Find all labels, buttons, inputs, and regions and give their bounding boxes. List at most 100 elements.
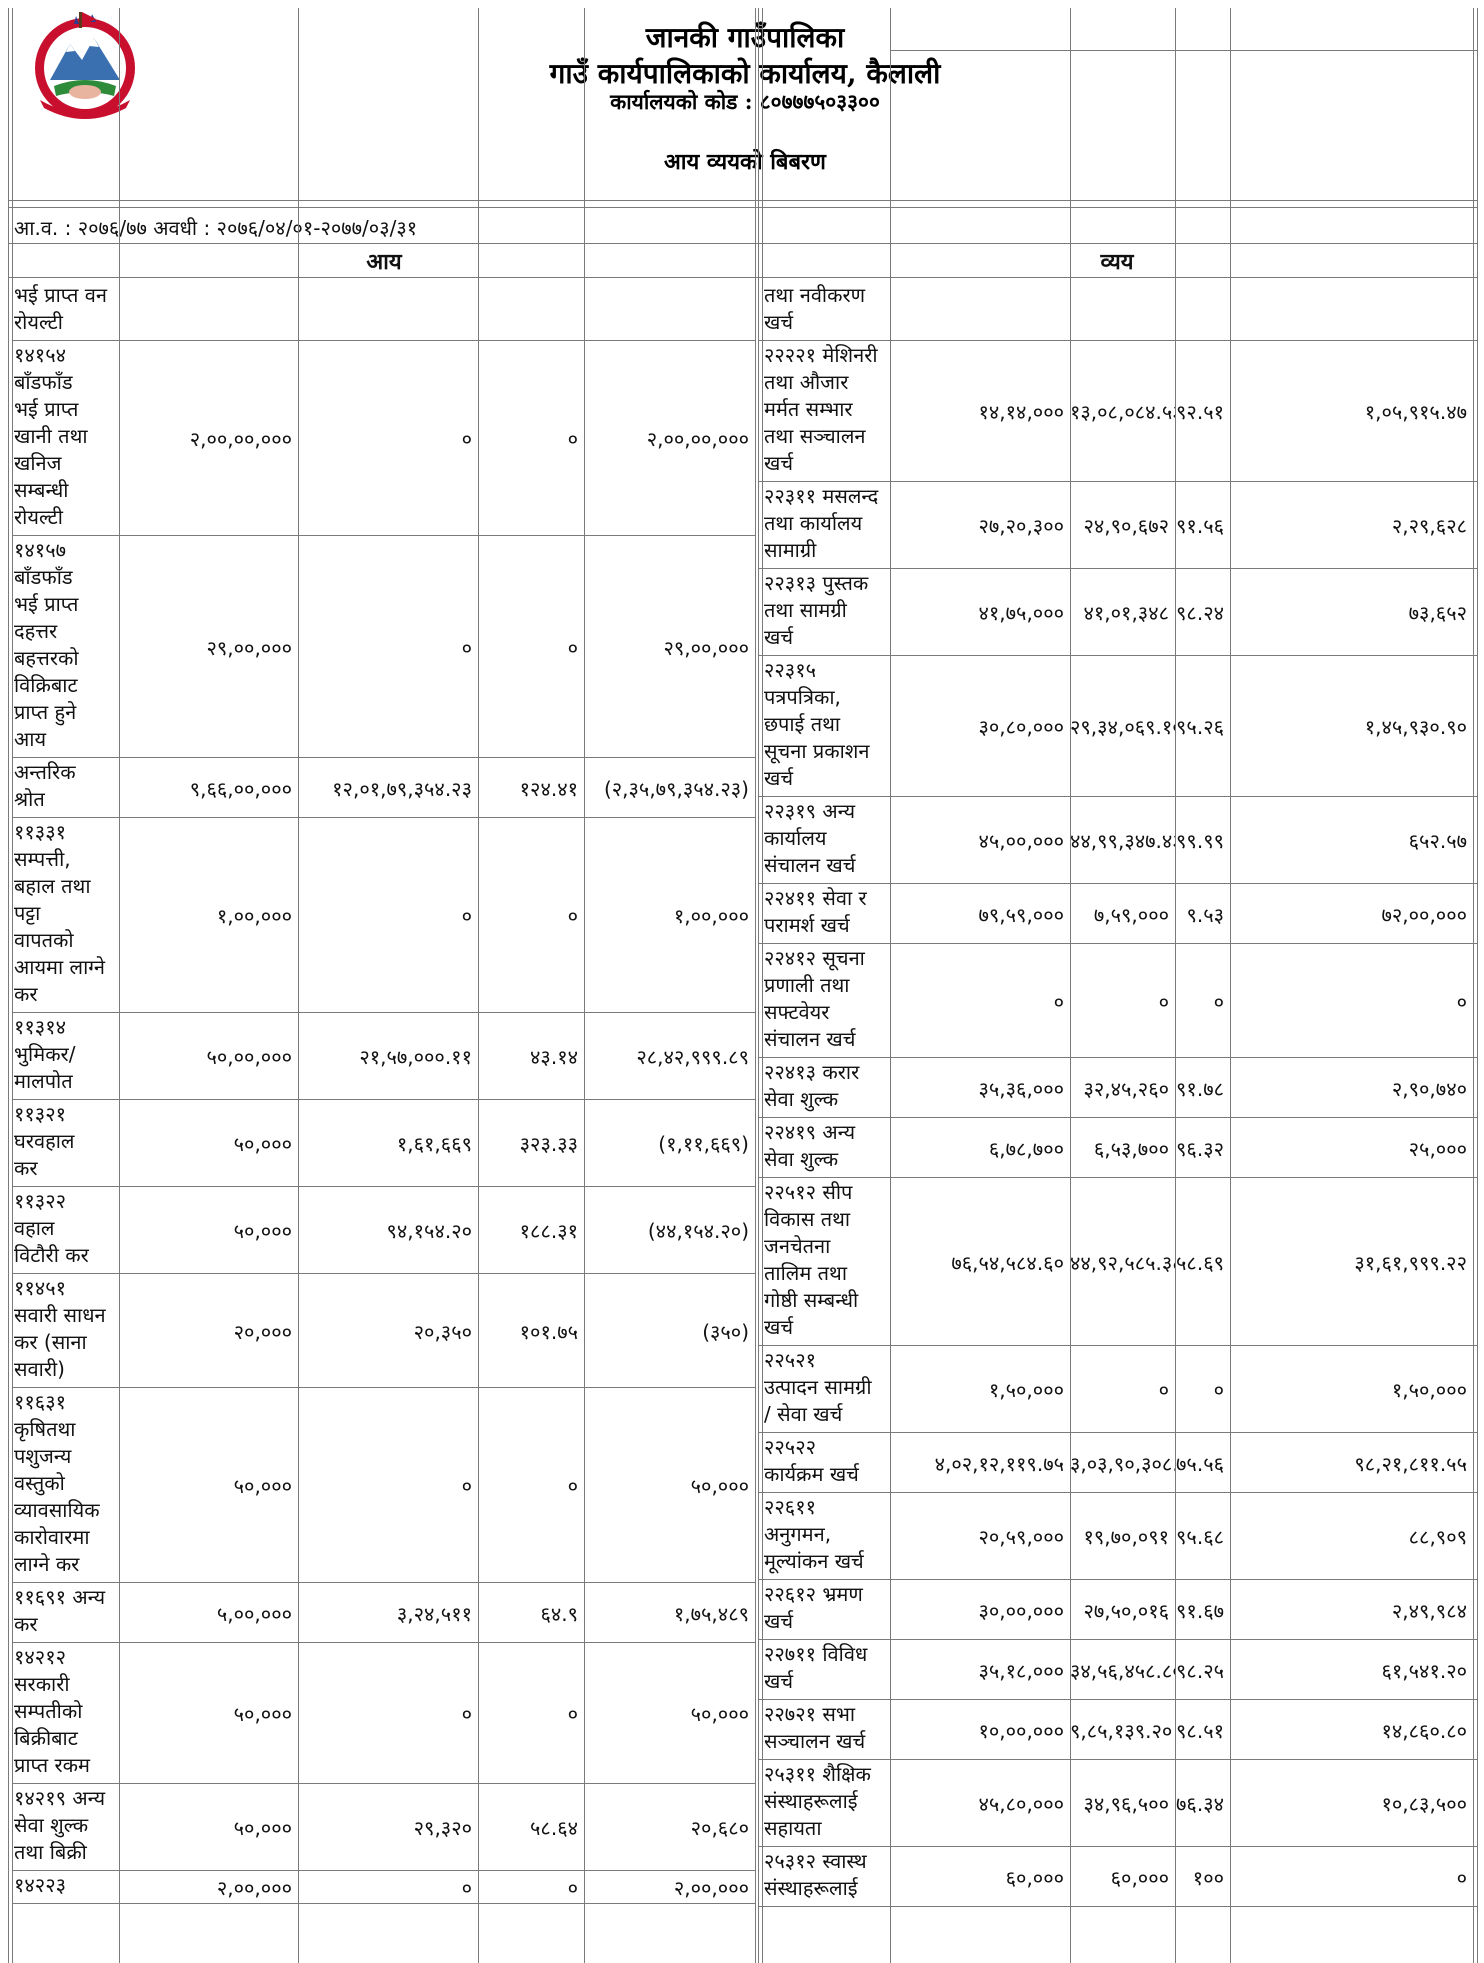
expense-row-label: २२५२२ कार्यक्रम खर्च — [764, 1435, 859, 1486]
grid-column-line — [1230, 8, 1231, 1963]
grid-row-line — [758, 1639, 1477, 1640]
income-row-v1: ९,६६,००,००० — [189, 776, 292, 801]
income-row-v2: ० — [461, 635, 472, 660]
expense-row-label: २२७११ विविध खर्च — [764, 1642, 868, 1693]
expense-row-v3: १०० — [1192, 1865, 1224, 1890]
expense-row-v2: ६०,००० — [1110, 1865, 1169, 1890]
income-row-v1: २९,००,००० — [206, 635, 292, 660]
expense-row-v4: ८८,९०९ — [1408, 1525, 1467, 1549]
expense-row-v3: ५८.६९ — [1176, 1250, 1224, 1275]
expense-row-v4: १,०५,९१५.४७ — [1364, 400, 1467, 424]
income-row-v2: २१,५७,०००.११ — [359, 1045, 472, 1069]
income-row-v4: २९,००,००० — [663, 635, 749, 660]
expense-row-v4: २,४९,९८४ — [1391, 1598, 1467, 1623]
income-row-label: १४१५७ बाँडफाँड भई प्राप्त दहत्तर बहत्तरक… — [14, 538, 79, 751]
grid-column-line — [890, 8, 891, 1963]
income-row-label: १४२१२ सरकारी सम्पतीको बिक्रीबाट प्राप्त … — [14, 1645, 90, 1777]
expense-row-v3 — [1175, 299, 1230, 326]
income-row-v4: (४४,१५४.२०) — [647, 1219, 749, 1243]
grid-column-line — [1473, 8, 1474, 1963]
grid-column-line — [1477, 8, 1478, 1963]
grid-row-line — [758, 1846, 1477, 1847]
grid-row-line — [758, 796, 1477, 797]
income-row-v4: १,००,००० — [673, 904, 749, 928]
income-row-v4: ५०,००० — [690, 1702, 749, 1726]
expense-row-label: २२६११ अनुगमन, मूल्यांकन खर्च — [764, 1495, 864, 1573]
income-row-v2: २९,३२० — [413, 1816, 472, 1840]
grid-row-line — [12, 535, 755, 536]
grid-row-line — [12, 340, 755, 341]
expense-row-v1: ३५,३६,००० — [978, 1076, 1064, 1101]
grid-row-line — [758, 1432, 1477, 1433]
grid-row-line — [758, 481, 1477, 482]
income-row-v4: २०,६८० — [690, 1816, 749, 1840]
statement-title: आय व्ययको बिबरण — [664, 149, 826, 175]
expense-row-v1: ४५,००,००० — [978, 829, 1064, 853]
expense-row-v2: ७,५९,००० — [1093, 902, 1169, 927]
grid-column-line — [119, 8, 120, 1963]
expense-row-label: २२३१३ पुस्तक तथा सामग्री खर्च — [764, 571, 869, 649]
expense-row-label: २५३१२ स्वास्थ संस्थाहरूलाई — [764, 1849, 867, 1900]
income-row-v4: २,००,००,००० — [646, 427, 749, 451]
municipality-name: जानकी गाउँपालिका — [645, 21, 845, 54]
expense-row-v2: ९,८५,१३९.२० — [1070, 1718, 1173, 1743]
expense-row-v3: ० — [1213, 989, 1224, 1014]
income-row-v2 — [298, 299, 478, 326]
expense-row-v1: २७,२०,३०० — [978, 514, 1064, 538]
income-row-v4 — [584, 299, 755, 326]
grid-row-line — [758, 1906, 1477, 1907]
expense-row-v3: ९१.७८ — [1176, 1076, 1224, 1101]
income-row-v4: ५०,००० — [690, 1474, 749, 1498]
fiscal-period: आ.व. : २०७६/७७ अवधी : २०७६/०४/०१-२०७७/०३… — [14, 216, 418, 240]
income-row-label: भई प्राप्त वन रोयल्टी — [14, 283, 107, 334]
grid-row-line — [12, 1870, 755, 1871]
expense-row-label: २२४१२ सूचना प्रणाली तथा सफ्टवेयर संचालन … — [764, 946, 865, 1051]
grid-row-line — [758, 1057, 1477, 1058]
grid-row-line — [8, 243, 1477, 244]
expense-row-v2 — [1070, 299, 1175, 326]
office-name: गाउँ कार्यपालिकाको कार्यालय, कैलाली — [549, 57, 941, 90]
income-row-v4: (१,११,६६९) — [658, 1132, 749, 1156]
income-heading: आय — [366, 250, 402, 275]
grid-row-line — [758, 1759, 1477, 1760]
grid-row-line — [758, 1699, 1477, 1700]
expense-row-v3: ९१.५६ — [1176, 514, 1224, 538]
expense-row-v2: २७,५०,०१६ — [1083, 1598, 1169, 1623]
expense-row-v3: ९.५३ — [1186, 902, 1224, 927]
expense-row-v4: १४,८६०.८० — [1381, 1718, 1467, 1743]
income-row-v1: ५०,००,००० — [206, 1045, 292, 1069]
grid-row-line — [8, 200, 1477, 201]
expense-row-v1: १,५०,००० — [988, 1378, 1064, 1402]
expense-row-v4: १,५०,००० — [1391, 1378, 1467, 1402]
expense-row-v3: ९५.२६ — [1176, 715, 1224, 739]
income-row-v3: १२४.४१ — [519, 776, 578, 801]
income-row-v1: ५०,००० — [233, 1219, 292, 1243]
expense-row-v1: ७९,५९,००० — [978, 902, 1064, 927]
income-row-label: १४२१९ अन्य सेवा शुल्क तथा बिक्री — [14, 1786, 106, 1864]
grid-column-line — [8, 8, 9, 1963]
income-row-v1 — [119, 299, 298, 326]
expense-row-v3: ९८.२४ — [1176, 601, 1224, 625]
expense-row-v1: ३०,८०,००० — [978, 715, 1064, 739]
expense-row-v1: ४,०२,१२,११९.७५ — [934, 1451, 1064, 1476]
grid-column-line — [1175, 8, 1176, 1963]
grid-row-line — [758, 1345, 1477, 1346]
expense-row-v3: ९५.६८ — [1176, 1525, 1224, 1549]
income-row-v2: ० — [461, 427, 472, 451]
grid-row-line — [12, 1099, 755, 1100]
grid-row-line — [12, 1273, 755, 1274]
income-row-v2: २०,३५० — [413, 1319, 472, 1344]
income-row-v1: २०,००० — [233, 1319, 292, 1344]
income-row-v1: ५०,००० — [233, 1702, 292, 1726]
grid-column-line — [1070, 8, 1071, 1963]
expense-row-label: २२६१२ भ्रमण खर्च — [764, 1582, 863, 1633]
grid-column-line — [12, 8, 13, 1963]
expense-row-v4: ० — [1456, 989, 1467, 1014]
expense-row-v2: ३४,५६,४५८.८० — [1070, 1658, 1175, 1683]
expense-row-v4: १०,८३,५०० — [1381, 1792, 1467, 1816]
grid-row-line — [12, 1582, 755, 1583]
income-row-v3: ४३.१४ — [530, 1045, 578, 1069]
expense-row-label: २२२२१ मेशिनरी तथा औजार मर्मत सम्भार तथा … — [764, 343, 878, 475]
expense-row-label: २५३११ शैक्षिक संस्थाहरूलाई सहायता — [764, 1762, 871, 1840]
income-row-v4: २,००,००० — [673, 1876, 749, 1900]
